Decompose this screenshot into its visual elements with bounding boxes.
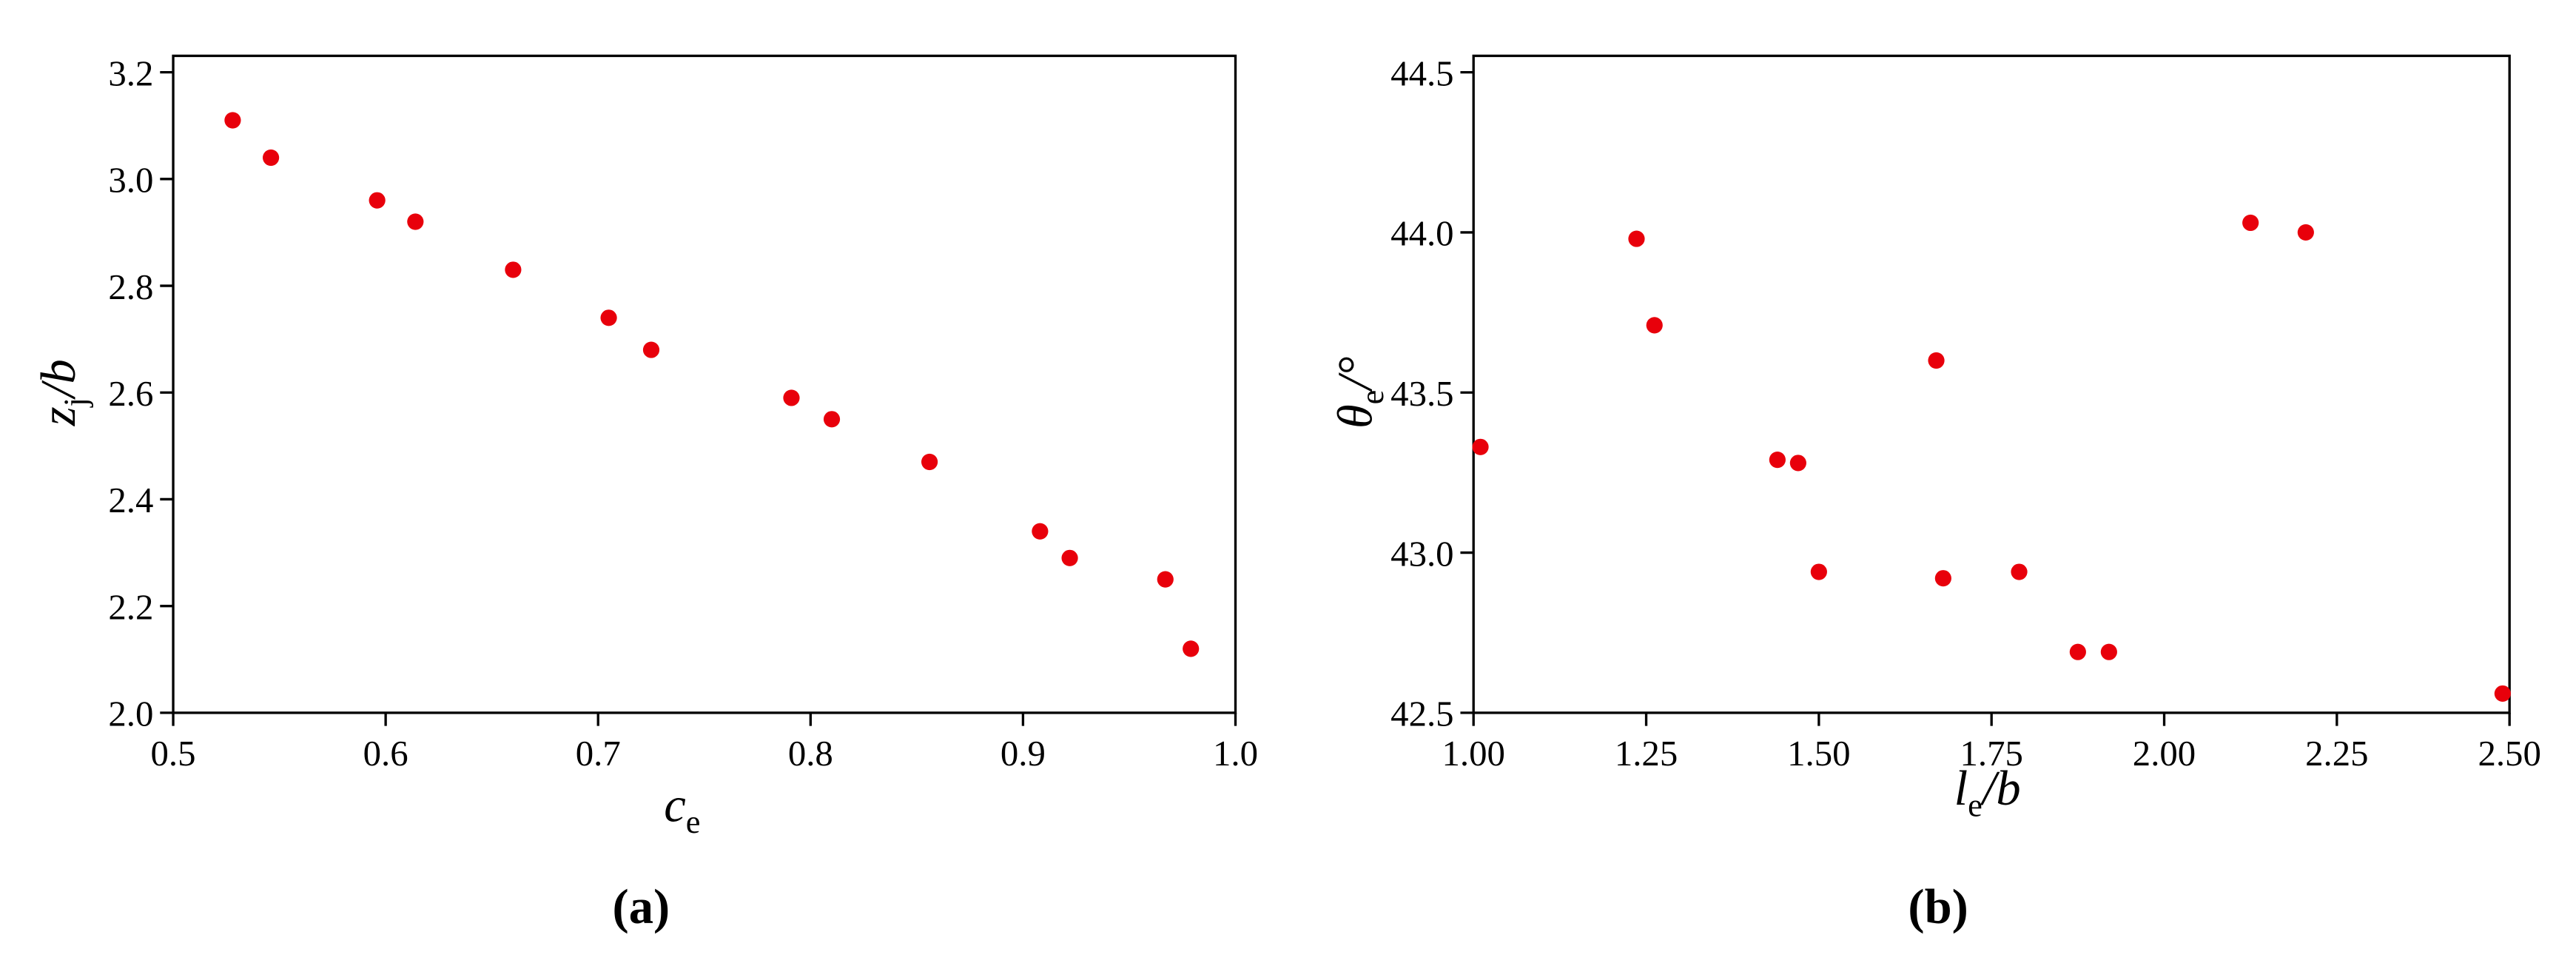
label-rest: /° <box>1329 356 1383 392</box>
label-main: θ <box>1329 404 1383 429</box>
y-tick-label: 2.0 <box>108 694 153 734</box>
point <box>1928 352 1945 369</box>
point <box>783 389 800 406</box>
y-tick-label: 44.5 <box>1390 53 1453 93</box>
caption: (a) <box>613 880 670 934</box>
label-sub: e <box>686 803 701 840</box>
point <box>505 261 522 278</box>
label-sub: j <box>56 398 93 408</box>
y-tick-label: 2.4 <box>108 480 153 520</box>
point <box>2100 643 2117 660</box>
x-tick-label: 0.9 <box>1001 734 1046 774</box>
point <box>2242 214 2259 232</box>
point <box>407 213 424 230</box>
point <box>1810 563 1827 580</box>
point <box>1157 571 1174 588</box>
axis-label: θe/° <box>1329 356 1391 429</box>
x-tick-label: 2.00 <box>2133 734 2196 774</box>
point <box>1061 549 1078 566</box>
axis-label: zj/b <box>32 359 94 426</box>
x-tick-label: 2.25 <box>2305 734 2368 774</box>
x-tick-label: 1.50 <box>1787 734 1850 774</box>
y-tick-label: 43.0 <box>1390 534 1453 574</box>
x-tick-label: 1.25 <box>1615 734 1678 774</box>
point <box>1934 570 1951 587</box>
label-sub: e <box>1968 787 1983 824</box>
x-tick-label: 1.00 <box>1442 734 1505 774</box>
y-tick-label: 2.2 <box>108 587 153 627</box>
label-main: z <box>32 406 86 426</box>
point <box>921 453 938 471</box>
label-main: c <box>664 778 686 832</box>
label-main: l <box>1954 762 1968 816</box>
label-rest: /b <box>1980 762 2021 816</box>
point <box>600 309 617 326</box>
point <box>823 411 841 428</box>
y-tick-label: 2.8 <box>108 267 153 307</box>
point <box>1183 640 1200 657</box>
x-tick-label: 2.50 <box>2478 734 2540 774</box>
point <box>2297 224 2314 241</box>
caption: (b) <box>1908 880 1968 934</box>
label-sub: e <box>1353 390 1390 405</box>
axis-label: le/b <box>1954 762 2021 824</box>
point <box>2011 563 2028 580</box>
y-tick-label: 3.2 <box>108 53 153 93</box>
label-rest: /b <box>32 359 86 400</box>
plot-frame <box>1472 54 2511 714</box>
y-tick-label: 43.5 <box>1390 374 1453 414</box>
axis-label: ce <box>664 778 700 840</box>
x-tick-label: 0.7 <box>576 734 621 774</box>
x-tick-label: 0.5 <box>151 734 196 774</box>
x-tick-label: 1.0 <box>1213 734 1258 774</box>
plot-frame <box>172 54 1237 714</box>
point <box>1032 523 1049 540</box>
point <box>1789 455 1806 472</box>
point <box>2494 685 2511 703</box>
point <box>642 341 660 358</box>
y-tick-label: 3.0 <box>108 161 153 201</box>
point <box>1472 438 1489 455</box>
y-tick-label: 2.6 <box>108 374 153 414</box>
point <box>2069 643 2086 660</box>
y-tick-label: 42.5 <box>1390 694 1453 734</box>
point <box>369 192 386 209</box>
x-tick-label: 0.8 <box>788 734 833 774</box>
y-tick-label: 44.0 <box>1390 214 1453 254</box>
point <box>263 149 280 167</box>
point <box>1769 452 1786 469</box>
point <box>1628 230 1645 247</box>
point <box>224 112 241 129</box>
point <box>1646 317 1663 334</box>
x-tick-label: 0.6 <box>363 734 408 774</box>
x-tick-label: 1.75 <box>1960 734 2022 774</box>
